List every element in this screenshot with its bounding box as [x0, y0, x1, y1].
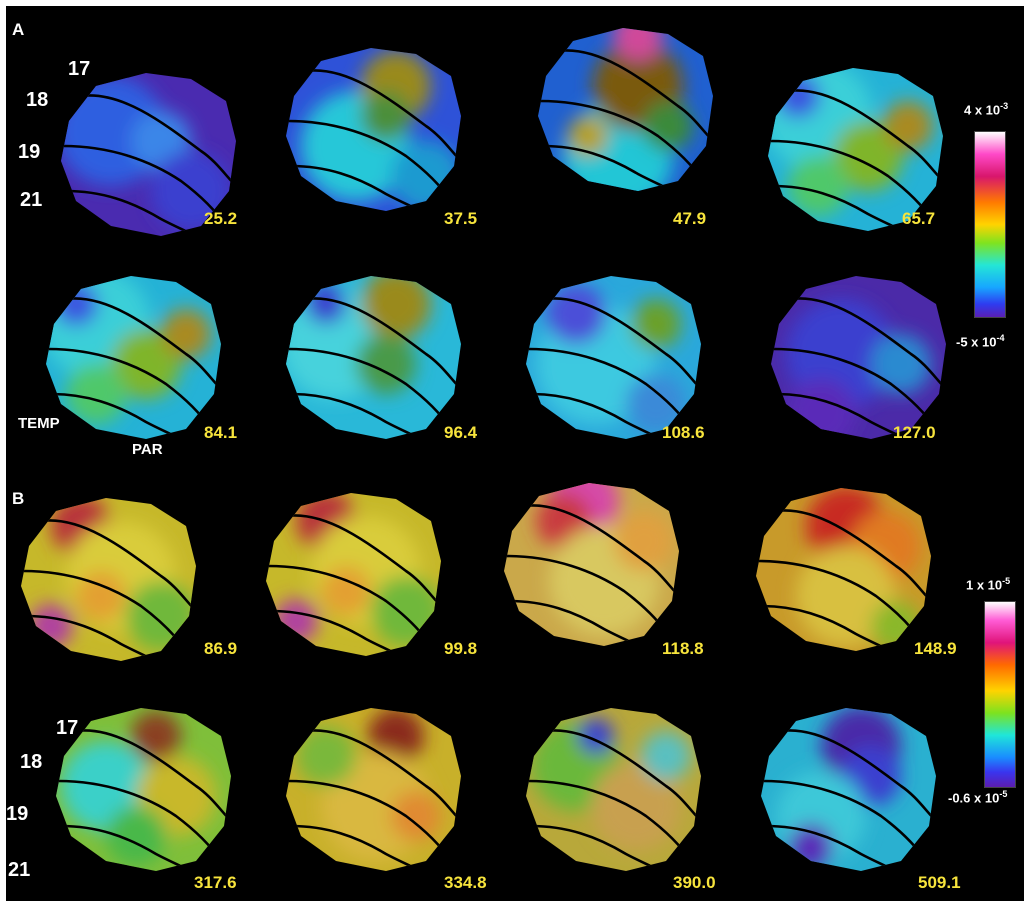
topography-surface [46, 276, 221, 439]
area-17-label: 17 [56, 717, 79, 739]
time-label: 334.8 [444, 873, 487, 892]
topography-surface [771, 276, 946, 439]
topography-map [746, 476, 946, 656]
time-label: 25.2 [204, 209, 238, 228]
time-label: 99.8 [444, 639, 478, 658]
colorbar-a-min-label: -5 x 10-4 [956, 333, 1005, 350]
colorbar-a-max-label: 4 x 10-3 [964, 101, 1009, 118]
time-label: 148.9 [914, 639, 957, 658]
time-label: 65.7 [902, 209, 936, 228]
temporal-lobe-label: TEMP [18, 415, 60, 432]
area-19-label: 19 [18, 141, 41, 163]
time-label: 37.5 [444, 209, 478, 228]
topography-map [11, 486, 211, 666]
topography-surface [538, 28, 713, 191]
topography-surface [56, 708, 231, 871]
topography-surface [21, 498, 196, 661]
topography-map [516, 264, 716, 444]
topography-surface [504, 483, 679, 646]
time-label: 127.0 [893, 423, 936, 442]
topography-map [276, 36, 476, 216]
topography-surface [286, 708, 461, 871]
topography-surface [768, 68, 943, 231]
topography-map [494, 471, 694, 651]
topography-map [758, 56, 958, 236]
topography-surface [266, 493, 441, 656]
colorbar-a [974, 131, 1006, 318]
time-label: 84.1 [204, 423, 238, 442]
topography-surface [526, 708, 701, 871]
figure-canvas: A 17 18 19 21 TEMP PAR 25.2 37.5 47.9 65… [6, 6, 1024, 901]
colorbar-b-max-label: 1 x 10-5 [966, 576, 1011, 593]
topography-surface [286, 48, 461, 211]
topography-map [276, 264, 476, 444]
topography-surface [286, 276, 461, 439]
time-label: 108.6 [662, 423, 705, 442]
area-17-label: 17 [68, 58, 91, 80]
panel-a-label: A [12, 20, 25, 39]
time-label: 47.9 [673, 209, 707, 228]
topography-surface [761, 708, 936, 871]
time-label: 390.0 [673, 873, 716, 892]
time-label: 118.8 [662, 639, 704, 658]
area-19-label: 19 [6, 803, 29, 825]
area-18-label: 18 [26, 89, 49, 111]
topography-surface [526, 276, 701, 439]
topography-map [256, 481, 456, 661]
topography-map [761, 264, 961, 444]
area-21-label: 21 [20, 189, 43, 211]
time-label: 317.6 [194, 873, 237, 892]
topography-map [528, 16, 728, 196]
topography-surface [756, 488, 931, 651]
colorbar-b [984, 601, 1016, 788]
topography-surface [61, 73, 236, 236]
colorbar-b-min-label: -0.6 x 10-5 [948, 789, 1008, 806]
topography-map [36, 264, 236, 444]
parietal-lobe-label: PAR [132, 441, 163, 458]
panel-b-label: B [12, 489, 25, 508]
time-label: 509.1 [918, 873, 961, 892]
area-21-label: 21 [8, 859, 31, 881]
time-label: 86.9 [204, 639, 238, 658]
area-18-label: 18 [20, 751, 43, 773]
topography-map [516, 696, 716, 876]
topography-map [276, 696, 476, 876]
topography-map [51, 61, 251, 241]
topography-map [751, 696, 951, 876]
topography-map [46, 696, 246, 876]
time-label: 96.4 [444, 423, 478, 442]
